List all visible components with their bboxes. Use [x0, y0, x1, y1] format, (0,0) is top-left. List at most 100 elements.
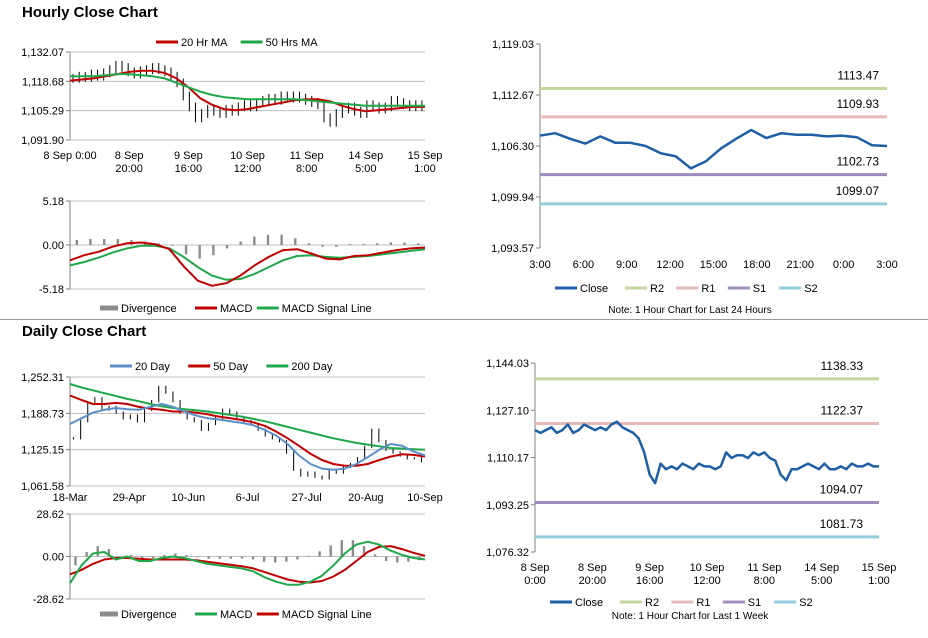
daily-level-r1-label: 1122.37: [821, 403, 864, 417]
hourly-levels-legend-label: R2: [650, 283, 664, 295]
daily-macd-divergence-bar: [163, 555, 166, 557]
daily-macd-y-tick-label: -28.62: [33, 594, 64, 606]
daily-level-s1-label: 1094.07: [820, 482, 864, 496]
daily-ma20-line: [69, 403, 426, 471]
daily-macd-divergence-bar: [251, 556, 255, 560]
daily-section-title: Daily Close Chart: [22, 323, 147, 340]
daily-macd-divergence-bar: [218, 556, 221, 559]
hourly-levels-legend-label: R1: [701, 283, 715, 295]
daily-levels-x-tick-label: 8:00: [754, 575, 775, 587]
hourly-macd-divergence-bar: [171, 245, 174, 246]
hourly-macd-y-tick-label: -5.18: [39, 284, 64, 296]
hourly-levels-x-tick-label: 3:00: [876, 259, 897, 271]
hourly-macd-divergence-bar: [102, 239, 106, 245]
daily-macd-divergence-bar: [318, 551, 321, 557]
daily-levels-y-tick-label: 1,127.10: [486, 405, 529, 417]
hourly-price-legend-label: 50 Hrs MA: [266, 37, 319, 49]
hourly-price-x-tick-label: 1:00: [414, 163, 435, 175]
hourly-price-legend-label: 20 Hr MA: [181, 37, 228, 49]
daily-levels-y-tick-label: 1,110.17: [487, 453, 529, 465]
hourly-levels-x-tick-label: 9:00: [616, 259, 637, 271]
daily-level-r2-label: 1138.33: [821, 359, 864, 373]
hourly-macd-divergence-bar: [294, 238, 297, 245]
hourly-macd-divergence-bar: [75, 239, 79, 245]
hourly-levels-y-tick-label: 1,099.94: [491, 192, 534, 204]
hourly-macd-divergence-bar: [212, 245, 215, 256]
daily-macd-divergence-bar: [373, 554, 377, 557]
hourly-levels-legend-label: S2: [804, 283, 817, 295]
daily-macd-divergence-bar: [140, 556, 144, 559]
daily-macd-divergence-bar: [85, 552, 88, 557]
daily-macd-divergence-bar: [174, 553, 177, 557]
hourly-macd-legend-label: Divergence: [121, 303, 177, 315]
daily-macd-divergence-bar: [396, 556, 399, 563]
hourly-macd-divergence-bar: [348, 244, 352, 245]
hourly-macd-legend-label: MACD Signal Line: [282, 303, 372, 315]
hourly-macd-divergence-bar: [89, 239, 92, 245]
daily-macd-divergence-bar: [262, 556, 266, 562]
hourly-levels-legend-label: S1: [753, 283, 766, 295]
daily-level-s2-label: 1081.73: [820, 517, 864, 531]
hourly-section-title: Hourly Close Chart: [22, 4, 158, 21]
hourly-macd-divergence-bar: [266, 234, 270, 245]
daily-macd-y-tick-label: 28.62: [36, 509, 64, 521]
hourly-macd-y-tick-label: 5.18: [43, 196, 64, 208]
hourly-levels-y-tick-label: 1,112.67: [492, 90, 534, 102]
daily-levels-x-tick-label: 14 Sep: [804, 562, 839, 574]
hourly-price-y-tick-label: 1,132.07: [21, 47, 64, 59]
hourly-macd-divergence-bar: [280, 234, 283, 245]
hourly-close-line: [539, 128, 888, 170]
hourly-level-r2-label: 1113.47: [837, 69, 879, 83]
hourly-macd-divergence-bar: [416, 243, 420, 245]
daily-macd-divergence-bar: [196, 556, 199, 558]
hourly-macd-divergence-bar: [253, 236, 256, 245]
daily-levels-legend-label: S2: [799, 597, 812, 609]
daily-levels-y-tick-label: 1,093.25: [486, 500, 529, 512]
hourly-macd-divergence-bar: [157, 243, 160, 245]
daily-macd-divergence-bar: [74, 556, 77, 566]
daily-levels-x-tick-label: 15 Sep: [862, 562, 897, 574]
hourly-macd-divergence-bar: [184, 245, 188, 255]
hourly-price-y-tick-label: 1,091.90: [21, 135, 64, 147]
daily-levels-x-tick-label: 11 Sep: [747, 562, 781, 574]
hourly-level-s1-label: 1102.73: [837, 155, 880, 169]
daily-price-x-tick-label: 6-Jul: [236, 492, 260, 504]
daily-macd-divergence-bar: [384, 556, 388, 561]
daily-macd-divergence-bar: [207, 556, 210, 559]
daily-levels-legend-label: R1: [696, 597, 710, 609]
hourly-price-x-tick-label: 14 Sep: [348, 150, 383, 162]
daily-ma50-line: [69, 394, 426, 467]
daily-macd-divergence-bar: [185, 555, 188, 557]
daily-price-x-tick-label: 10-Jun: [172, 492, 206, 504]
hourly-levels-x-tick-label: 21:00: [786, 259, 814, 271]
daily-ma200-line: [69, 383, 426, 451]
hourly-price-x-tick-label: 16:00: [175, 163, 203, 175]
daily-price-x-tick-label: 29-Apr: [113, 492, 146, 504]
daily-levels-legend-label: R2: [645, 597, 659, 609]
hourly-macd-divergence-bar: [362, 244, 365, 245]
daily-price-y-tick-label: 1,125.15: [21, 445, 64, 457]
hourly-macd-divergence-bar: [389, 242, 393, 245]
hourly-macd-divergence-bar: [116, 239, 119, 245]
hourly-macd-divergence-bar: [403, 242, 406, 245]
hourly-levels-x-tick-label: 6:00: [573, 259, 594, 271]
hourly-price-x-tick-label: 5:00: [355, 163, 376, 175]
daily-levels-x-tick-label: 8 Sep: [578, 562, 607, 574]
daily-levels-y-tick-label: 1,144.03: [486, 358, 529, 370]
daily-price-legend-label: 50 Day: [213, 361, 248, 373]
hourly-price-x-tick-label: 12:00: [234, 163, 262, 175]
hourly-levels-x-tick-label: 15:00: [700, 259, 728, 271]
hourly-levels-x-tick-label: 3:00: [529, 259, 550, 271]
hourly-macd-divergence-bar: [198, 245, 201, 259]
daily-price-x-tick-label: 27-Jul: [292, 492, 322, 504]
hourly-price-x-tick-label: 8 Sep: [115, 150, 144, 162]
section-divider: [0, 319, 928, 320]
hourly-price-x-tick-label: 10 Sep: [230, 150, 265, 162]
daily-levels-x-tick-label: 20:00: [579, 575, 607, 587]
daily-price-y-tick-label: 1,188.73: [21, 408, 64, 420]
daily-price-legend-label: 20 Day: [135, 361, 170, 373]
hourly-macd-divergence-bar: [307, 243, 311, 245]
daily-levels-x-tick-label: 1:00: [868, 575, 889, 587]
daily-macd-divergence-bar: [329, 545, 332, 557]
daily-macd-signal-line: [69, 545, 426, 584]
